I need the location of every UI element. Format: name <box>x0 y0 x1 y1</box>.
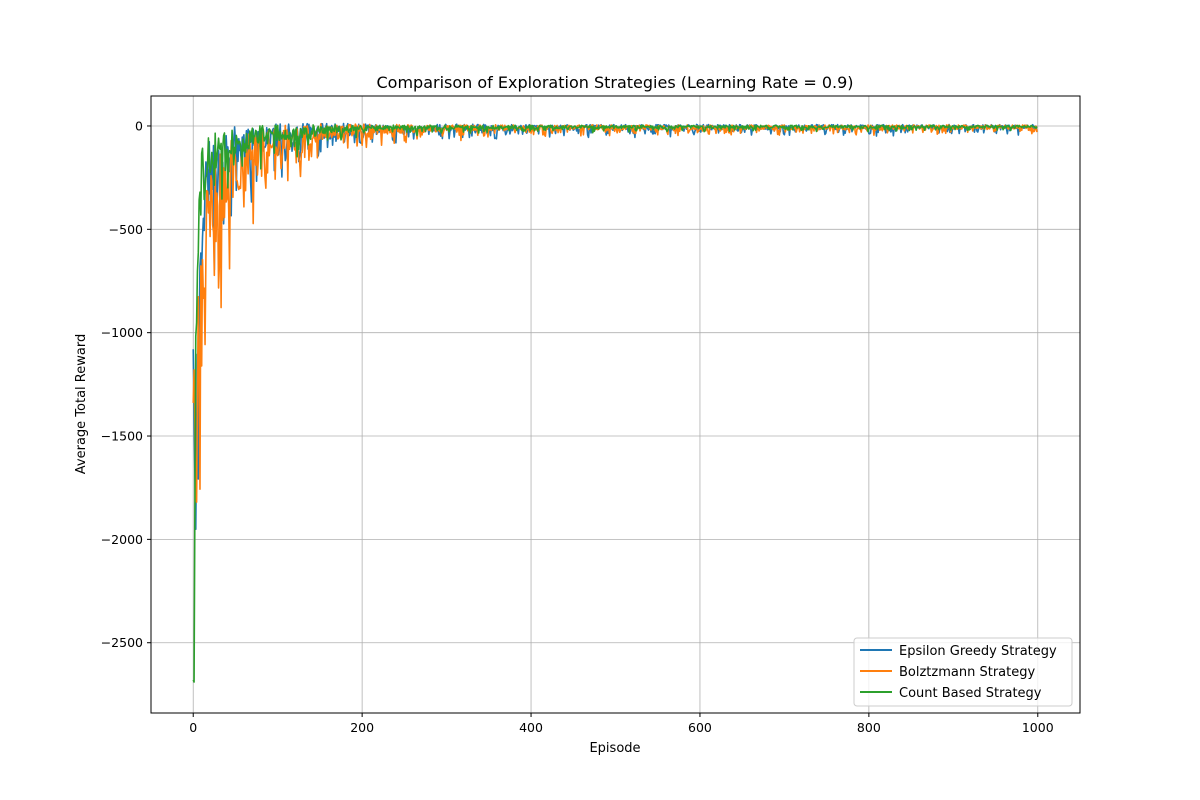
x-tick-label: 800 <box>857 720 881 735</box>
legend-label-count-based: Count Based Strategy <box>899 686 1042 701</box>
y-tick-label: −1500 <box>101 429 143 444</box>
x-tick-label: 600 <box>688 720 712 735</box>
series-boltzmann <box>192 123 1038 503</box>
series-lines <box>192 122 1038 683</box>
plot-area-frame <box>150 95 1081 714</box>
x-tick-label: 200 <box>350 720 374 735</box>
x-tick-label: 0 <box>189 720 197 735</box>
y-tick-label: −2000 <box>101 532 143 547</box>
y-tick-label: −500 <box>109 222 143 237</box>
series-count-based <box>192 124 1038 683</box>
y-axis-label: Average Total Reward <box>74 334 89 474</box>
legend-label-epsilon-greedy: Epsilon Greedy Strategy <box>899 644 1057 659</box>
legend: Epsilon Greedy Strategy Bolztzmann Strat… <box>853 637 1073 707</box>
x-axis-label: Episode <box>589 741 640 756</box>
y-axis-ticks: 0 −500 −1000 −1500 −2000 −2500 <box>101 118 151 650</box>
y-tick-label: −1000 <box>101 325 143 340</box>
chart-title: Comparison of Exploration Strategies (Le… <box>376 73 853 92</box>
x-tick-label: 1000 <box>1022 720 1054 735</box>
y-tick-label: −2500 <box>101 635 143 650</box>
y-tick-label: 0 <box>135 118 143 133</box>
x-tick-label: 400 <box>519 720 543 735</box>
x-axis-ticks: 0 200 400 600 800 1000 <box>189 713 1054 735</box>
legend-label-boltzmann: Bolztzmann Strategy <box>899 665 1035 680</box>
grid-lines <box>151 96 1080 713</box>
legend-box <box>853 637 1073 707</box>
